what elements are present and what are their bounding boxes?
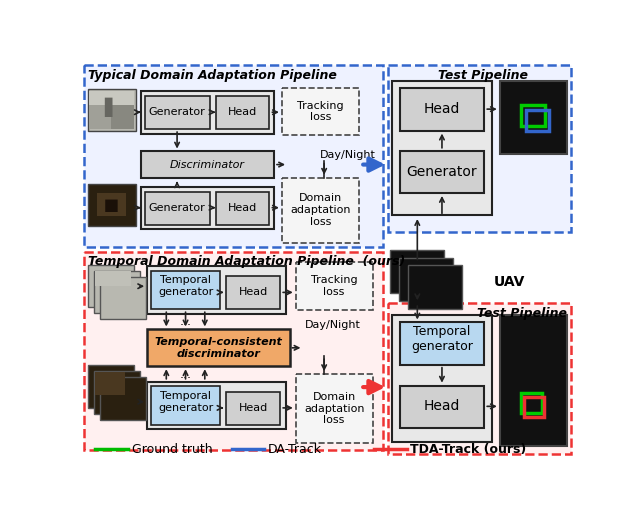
Text: DA-Track: DA-Track — [268, 443, 322, 456]
Bar — [145, 96, 210, 129]
Bar — [282, 88, 359, 135]
Text: Head: Head — [424, 102, 460, 116]
Text: Temporal-consistent
discriminator: Temporal-consistent discriminator — [154, 337, 282, 358]
Bar — [408, 265, 462, 309]
Text: Tracking
loss: Tracking loss — [297, 100, 344, 122]
Bar — [147, 382, 285, 429]
Bar — [111, 105, 134, 129]
Text: UAV: UAV — [493, 275, 525, 289]
Text: Head: Head — [239, 287, 268, 297]
Text: Generator: Generator — [148, 107, 205, 117]
Text: Head: Head — [424, 399, 460, 413]
Bar — [392, 81, 492, 215]
Bar — [88, 89, 136, 132]
Text: Generator: Generator — [148, 203, 205, 213]
Bar — [97, 193, 126, 216]
Text: Domain
adaptation
loss: Domain adaptation loss — [290, 193, 351, 226]
Bar — [392, 315, 492, 442]
Bar — [100, 277, 147, 319]
Bar — [90, 91, 134, 112]
Text: ...: ... — [180, 367, 191, 381]
Bar — [282, 178, 359, 243]
Text: Generator: Generator — [406, 165, 477, 179]
Bar — [145, 192, 210, 225]
Text: Tracking
loss: Tracking loss — [311, 276, 358, 297]
Bar — [388, 65, 572, 232]
Bar — [141, 187, 274, 229]
Bar — [147, 266, 285, 314]
Bar — [88, 265, 134, 307]
Bar — [100, 377, 147, 420]
Bar — [94, 271, 140, 313]
Bar — [296, 262, 372, 310]
Bar — [388, 303, 572, 454]
Text: Ground truth: Ground truth — [132, 443, 212, 456]
Bar — [227, 392, 280, 425]
Text: Discriminator: Discriminator — [170, 160, 244, 169]
Text: Head: Head — [239, 403, 268, 413]
Text: Head: Head — [228, 107, 257, 117]
Text: Test Pipeline: Test Pipeline — [438, 69, 528, 82]
Text: ▪: ▪ — [103, 193, 120, 217]
Text: Temporal
generator: Temporal generator — [158, 391, 213, 412]
Bar — [296, 374, 372, 443]
Bar — [227, 276, 280, 309]
Bar — [399, 258, 452, 301]
Bar — [520, 393, 542, 413]
Bar — [151, 386, 220, 425]
Bar — [141, 91, 274, 134]
Bar — [84, 252, 383, 450]
Text: Temporal
generator: Temporal generator — [158, 276, 213, 297]
Bar — [141, 151, 274, 178]
Bar — [399, 151, 484, 193]
Bar — [216, 96, 269, 129]
Bar — [88, 365, 134, 408]
Bar — [500, 81, 568, 154]
Text: Day/Night: Day/Night — [305, 320, 361, 330]
Text: Temporal Domain Adaptation Pipeline  (ours): Temporal Domain Adaptation Pipeline (our… — [88, 255, 405, 268]
Bar — [84, 65, 383, 247]
Bar — [151, 271, 220, 309]
Text: TDA-Track (ours): TDA-Track (ours) — [410, 443, 527, 456]
Text: Domain
adaptation
loss: Domain adaptation loss — [304, 392, 364, 425]
Bar — [399, 89, 484, 131]
Bar — [520, 105, 545, 126]
Bar — [526, 110, 549, 132]
Text: Head: Head — [228, 203, 257, 213]
Bar — [90, 105, 111, 129]
Bar — [390, 250, 444, 293]
Bar — [500, 315, 568, 445]
Bar — [399, 385, 484, 428]
Text: Typical Domain Adaptation Pipeline: Typical Domain Adaptation Pipeline — [88, 69, 337, 82]
Bar — [147, 329, 289, 366]
Text: Temporal
generator: Temporal generator — [411, 325, 473, 353]
Bar — [88, 184, 136, 226]
Text: ▌: ▌ — [104, 97, 119, 117]
Bar — [94, 371, 140, 414]
Text: Day/Night: Day/Night — [320, 150, 376, 160]
Bar — [95, 271, 131, 286]
Bar — [399, 322, 484, 365]
Bar — [95, 372, 125, 395]
Bar — [524, 397, 545, 417]
Text: ...: ... — [180, 315, 191, 328]
Text: Test Pipeline: Test Pipeline — [477, 307, 566, 320]
Bar — [216, 192, 269, 225]
